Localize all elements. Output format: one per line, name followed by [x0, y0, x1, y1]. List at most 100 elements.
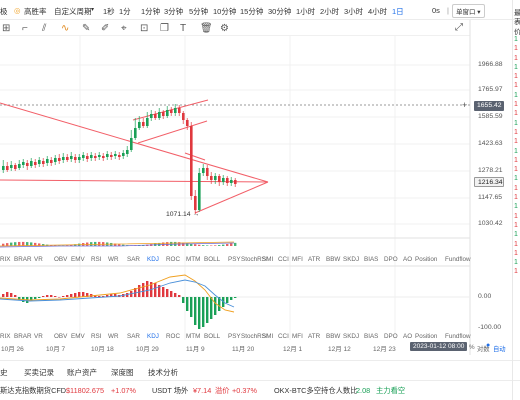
brush-tool-icon[interactable]: ✐: [101, 23, 110, 34]
indicator-tab[interactable]: BOLL: [204, 333, 221, 340]
indicator-tab[interactable]: RSI: [91, 256, 102, 263]
indicator-tab[interactable]: PSY: [228, 333, 241, 340]
indicator-tab[interactable]: ATR: [308, 333, 321, 340]
indicator-tab[interactable]: BIAS: [364, 333, 379, 340]
period-3min[interactable]: 3分钟: [164, 7, 184, 16]
period-1m[interactable]: 1分: [119, 7, 131, 16]
indicator-tab[interactable]: ATR: [308, 256, 321, 263]
text-tool-icon[interactable]: T: [180, 23, 187, 34]
date-label: 10月 26: [1, 346, 24, 353]
indicator-tab[interactable]: EMV: [71, 256, 85, 263]
period-2h[interactable]: 2小时: [320, 7, 340, 16]
indicator-tab[interactable]: PSY: [228, 256, 241, 263]
indicator-tab[interactable]: OBV: [54, 256, 68, 263]
delete-icon[interactable]: 🗑: [200, 23, 213, 34]
indicator-tab[interactable]: BRAR: [14, 333, 32, 340]
period-1h[interactable]: 1小时: [296, 7, 316, 16]
indicator-tab[interactable]: ROC: [166, 333, 180, 340]
indicator-tab[interactable]: StochRSI: [241, 333, 268, 340]
candle-body: [2, 166, 5, 170]
indicator-tab[interactable]: Fundflow: [445, 333, 471, 340]
period-5min[interactable]: 5分钟: [189, 7, 209, 16]
tab-analysis[interactable]: 技术分析: [148, 368, 178, 377]
indicator-tab[interactable]: RIX: [0, 256, 11, 263]
channel-tool-icon[interactable]: ⫽: [42, 23, 47, 34]
ticker-name[interactable]: USDT 场外: [152, 386, 189, 395]
indicator-tab[interactable]: CCI: [278, 256, 289, 263]
indicator-tab[interactable]: CCI: [278, 333, 289, 340]
indicator-tab[interactable]: MTM: [186, 256, 201, 263]
indicator-tab[interactable]: BRAR: [14, 256, 32, 263]
indicator-tab[interactable]: EMV: [71, 333, 85, 340]
period-1d[interactable]: 1日: [392, 7, 404, 16]
chevron-down-icon[interactable]: ▾: [91, 7, 95, 13]
tab-history[interactable]: 史: [0, 368, 8, 377]
indicator-tab[interactable]: BIAS: [364, 256, 379, 263]
indicator-tab[interactable]: BOLL: [204, 256, 221, 263]
indicator-tab[interactable]: SMI: [262, 333, 274, 340]
indicator-tab[interactable]: StochRSI: [241, 256, 268, 263]
candle-body: [38, 160, 41, 164]
pct-toggle[interactable]: %: [469, 344, 475, 351]
period-4h[interactable]: 4小时: [368, 7, 388, 16]
indicator-tab[interactable]: VR: [34, 256, 43, 263]
period-10min[interactable]: 10分钟: [213, 7, 237, 16]
orderbook-cell: 价: [514, 28, 520, 36]
tab-trades[interactable]: 买卖记录: [24, 368, 54, 377]
indicator-tab[interactable]: SKDJ: [343, 256, 360, 263]
tab-depth[interactable]: 深度图: [111, 368, 134, 377]
indicator-tab[interactable]: ROC: [166, 256, 180, 263]
indicator-tab[interactable]: SKDJ: [343, 333, 360, 340]
log-toggle[interactable]: 对数: [477, 346, 490, 353]
indicator-tab[interactable]: KDJ: [147, 256, 159, 263]
indicator-tab[interactable]: SMI: [262, 256, 274, 263]
toolbar-tool-a[interactable]: 极: [0, 7, 8, 16]
indicator-tab[interactable]: Fundflow: [445, 256, 471, 263]
indicator-tab[interactable]: DPO: [384, 333, 398, 340]
period-1s[interactable]: 1秒: [103, 7, 115, 16]
period-30min[interactable]: 30分钟: [268, 7, 292, 16]
indicator-tab[interactable]: KDJ: [147, 333, 159, 340]
price-label: 1585.59: [478, 113, 503, 120]
indicator-tab[interactable]: WR: [108, 256, 119, 263]
indicator-tab[interactable]: BBW: [326, 333, 341, 340]
settings-icon[interactable]: ⚙: [220, 23, 229, 34]
indicator-tab[interactable]: MFI: [292, 256, 303, 263]
lock-icon[interactable]: ⊡: [140, 23, 149, 34]
highlight-icon[interactable]: ◎: [14, 6, 21, 15]
measure-tool-icon[interactable]: ⌖: [121, 23, 127, 34]
indicator-tab[interactable]: WR: [108, 333, 119, 340]
indicator-tab[interactable]: RSI: [91, 333, 102, 340]
tab-assets[interactable]: 账户资产: [67, 368, 97, 377]
highlight-label[interactable]: 高胜率: [24, 7, 47, 16]
indicator-tab[interactable]: SAR: [127, 333, 140, 340]
expand-icon[interactable]: ⤢: [455, 22, 463, 33]
indicator-tab[interactable]: MFI: [292, 333, 303, 340]
indicator-tab[interactable]: MTM: [186, 333, 201, 340]
indicator-tab[interactable]: DPO: [384, 256, 398, 263]
fib-tool-icon[interactable]: ∿: [61, 23, 70, 34]
copy-icon[interactable]: ❐: [160, 23, 169, 34]
line-tool-icon[interactable]: ⌐: [22, 23, 28, 34]
indicator-tab[interactable]: Position: [415, 256, 438, 263]
indicator-tab[interactable]: VR: [34, 333, 43, 340]
ticker-name[interactable]: 斯达克指数期货CFD: [0, 386, 67, 395]
layout-select[interactable]: 单窗口 ▾: [452, 4, 485, 18]
indicator-tab[interactable]: BBW: [326, 256, 341, 263]
indicator-tab[interactable]: RIX: [0, 333, 11, 340]
ticker-name[interactable]: OKX-BTC多空持仓人数比: [274, 386, 358, 395]
indicator-tab[interactable]: Position: [415, 333, 438, 340]
indicator-tab[interactable]: AO: [403, 256, 413, 263]
pen-tool-icon[interactable]: ✎: [82, 23, 91, 34]
period-3h[interactable]: 3小时: [344, 7, 364, 16]
auto-toggle[interactable]: 自动: [493, 346, 506, 353]
indicator-tab[interactable]: SAR: [127, 256, 140, 263]
add-alert-icon[interactable]: +: [462, 100, 468, 110]
period-1min[interactable]: 1分钟: [141, 7, 161, 16]
indicator-tab[interactable]: OBV: [54, 333, 68, 340]
custom-period-button[interactable]: 自定义周期: [54, 7, 92, 16]
period-15min[interactable]: 15分钟: [240, 7, 264, 16]
indicator-tab[interactable]: AO: [403, 333, 413, 340]
crosshair-icon[interactable]: ⊞: [2, 23, 11, 34]
